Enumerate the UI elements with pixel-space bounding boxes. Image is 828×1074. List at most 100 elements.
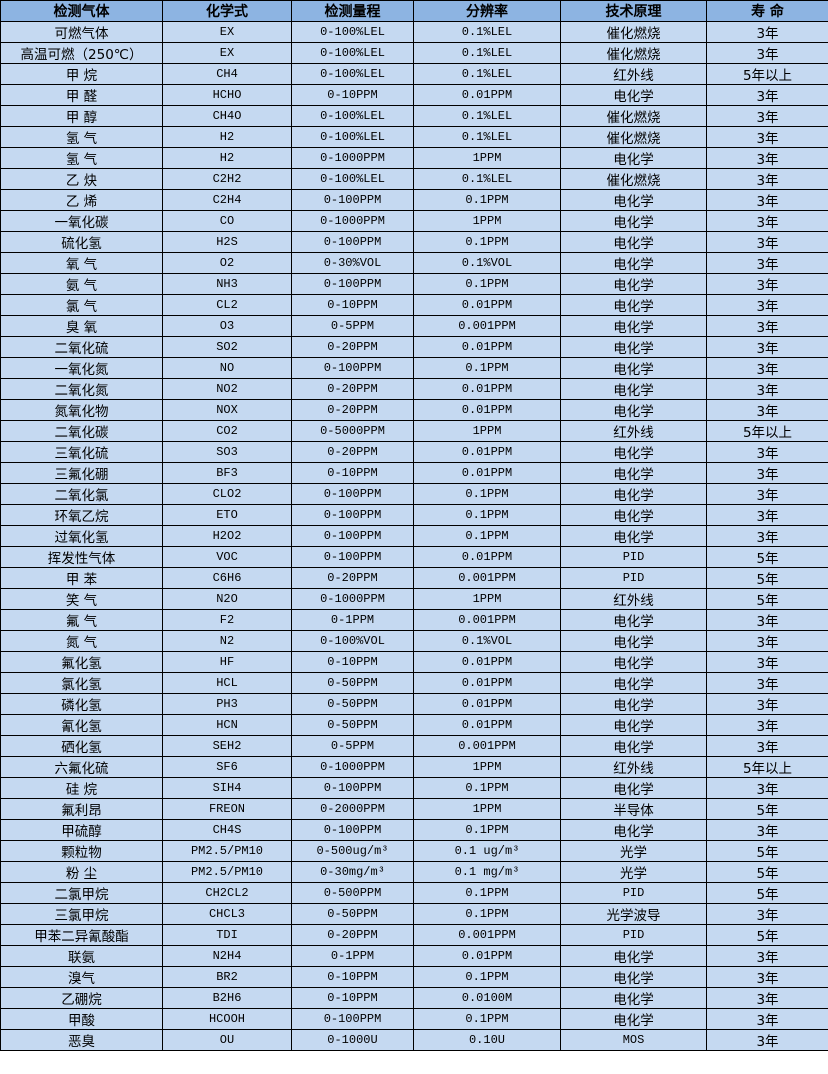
- cell-resolution: 0.1PPM: [413, 189, 561, 211]
- cell-technology: 电化学: [560, 693, 707, 715]
- table-row: 溴气 BR2 0-10PPM 0.1PPM 电化学 3年: [0, 966, 828, 988]
- header-gas-name: 检测气体: [0, 0, 163, 22]
- cell-lifespan: 3年: [706, 441, 828, 463]
- cell-chemical-formula: BF3: [162, 462, 292, 484]
- cell-lifespan: 3年: [706, 630, 828, 652]
- cell-resolution: 0.01PPM: [413, 945, 561, 967]
- cell-lifespan: 3年: [706, 357, 828, 379]
- cell-detection-range: 0-1PPM: [291, 945, 414, 967]
- cell-technology: 电化学: [560, 315, 707, 337]
- table-row: 磷化氢 PH3 0-50PPM 0.01PPM 电化学 3年: [0, 693, 828, 715]
- cell-detection-range: 0-100PPM: [291, 546, 414, 568]
- cell-detection-range: 0-50PPM: [291, 672, 414, 694]
- cell-resolution: 1PPM: [413, 756, 561, 778]
- header-lifespan: 寿 命: [706, 0, 828, 22]
- cell-technology: 催化燃烧: [560, 21, 707, 43]
- cell-resolution: 0.0100M: [413, 987, 561, 1009]
- cell-detection-range: 0-30mg/m³: [291, 861, 414, 883]
- table-row: 氯化氢 HCL 0-50PPM 0.01PPM 电化学 3年: [0, 672, 828, 694]
- cell-technology: 催化燃烧: [560, 42, 707, 64]
- cell-chemical-formula: SIH4: [162, 777, 292, 799]
- cell-lifespan: 3年: [706, 126, 828, 148]
- cell-gas-name: 二氧化硫: [0, 336, 163, 358]
- cell-lifespan: 5年: [706, 798, 828, 820]
- table-row: 甲硫醇 CH4S 0-100PPM 0.1PPM 电化学 3年: [0, 819, 828, 841]
- cell-detection-range: 0-20PPM: [291, 399, 414, 421]
- cell-detection-range: 0-500ug/m³: [291, 840, 414, 862]
- cell-technology: 红外线: [560, 588, 707, 610]
- cell-gas-name: 磷化氢: [0, 693, 163, 715]
- table-row: 一氧化碳 CO 0-1000PPM 1PPM 电化学 3年: [0, 210, 828, 232]
- cell-detection-range: 0-1000PPM: [291, 588, 414, 610]
- cell-chemical-formula: OU: [162, 1029, 292, 1051]
- cell-technology: 红外线: [560, 756, 707, 778]
- cell-gas-name: 溴气: [0, 966, 163, 988]
- cell-gas-name: 三氯甲烷: [0, 903, 163, 925]
- cell-gas-name: 二氯甲烷: [0, 882, 163, 904]
- cell-technology: 电化学: [560, 399, 707, 421]
- cell-chemical-formula: HCHO: [162, 84, 292, 106]
- table-row: 氮 气 N2 0-100%VOL 0.1%VOL 电化学 3年: [0, 630, 828, 652]
- cell-technology: 催化燃烧: [560, 105, 707, 127]
- cell-technology: 光学波导: [560, 903, 707, 925]
- cell-resolution: 1PPM: [413, 588, 561, 610]
- table-row: 粉 尘 PM2.5/PM10 0-30mg/m³ 0.1 mg/m³ 光学 5年: [0, 861, 828, 883]
- table-row: 挥发性气体 VOC 0-100PPM 0.01PPM PID 5年: [0, 546, 828, 568]
- cell-detection-range: 0-2000PPM: [291, 798, 414, 820]
- cell-gas-name: 氢 气: [0, 126, 163, 148]
- cell-technology: 电化学: [560, 462, 707, 484]
- table-row: 氨 气 NH3 0-100PPM 0.1PPM 电化学 3年: [0, 273, 828, 295]
- cell-lifespan: 3年: [706, 903, 828, 925]
- cell-gas-name: 二氧化碳: [0, 420, 163, 442]
- cell-chemical-formula: F2: [162, 609, 292, 631]
- table-row: 二氧化氯 CLO2 0-100PPM 0.1PPM 电化学 3年: [0, 483, 828, 505]
- cell-gas-name: 笑 气: [0, 588, 163, 610]
- cell-technology: PID: [560, 546, 707, 568]
- cell-technology: 电化学: [560, 609, 707, 631]
- table-row: 环氧乙烷 ETO 0-100PPM 0.1PPM 电化学 3年: [0, 504, 828, 526]
- cell-detection-range: 0-1000U: [291, 1029, 414, 1051]
- table-row: 一氧化氮 NO 0-100PPM 0.1PPM 电化学 3年: [0, 357, 828, 379]
- cell-chemical-formula: H2S: [162, 231, 292, 253]
- table-row: 氧 气 O2 0-30%VOL 0.1%VOL 电化学 3年: [0, 252, 828, 274]
- cell-chemical-formula: HCL: [162, 672, 292, 694]
- table-row: 三氟化硼 BF3 0-10PPM 0.01PPM 电化学 3年: [0, 462, 828, 484]
- cell-detection-range: 0-100PPM: [291, 231, 414, 253]
- cell-technology: 催化燃烧: [560, 126, 707, 148]
- cell-resolution: 0.1%LEL: [413, 105, 561, 127]
- table-row: 恶臭 OU 0-1000U 0.10U MOS 3年: [0, 1029, 828, 1051]
- cell-gas-name: 三氧化硫: [0, 441, 163, 463]
- cell-lifespan: 3年: [706, 945, 828, 967]
- cell-lifespan: 5年: [706, 546, 828, 568]
- cell-technology: 电化学: [560, 336, 707, 358]
- cell-detection-range: 0-50PPM: [291, 693, 414, 715]
- table-row: 氢 气 H2 0-100%LEL 0.1%LEL 催化燃烧 3年: [0, 126, 828, 148]
- cell-technology: 电化学: [560, 1008, 707, 1030]
- cell-gas-name: 二氧化氯: [0, 483, 163, 505]
- cell-resolution: 0.1PPM: [413, 903, 561, 925]
- cell-lifespan: 3年: [706, 294, 828, 316]
- table-row: 硫化氢 H2S 0-100PPM 0.1PPM 电化学 3年: [0, 231, 828, 253]
- cell-chemical-formula: NOX: [162, 399, 292, 421]
- cell-gas-name: 臭 氧: [0, 315, 163, 337]
- cell-detection-range: 0-20PPM: [291, 441, 414, 463]
- cell-technology: 电化学: [560, 630, 707, 652]
- cell-detection-range: 0-10PPM: [291, 987, 414, 1009]
- table-row: 乙硼烷 B2H6 0-10PPM 0.0100M 电化学 3年: [0, 987, 828, 1009]
- cell-lifespan: 3年: [706, 777, 828, 799]
- cell-lifespan: 3年: [706, 378, 828, 400]
- cell-resolution: 0.1PPM: [413, 357, 561, 379]
- table-row: 硒化氢 SEH2 0-5PPM 0.001PPM 电化学 3年: [0, 735, 828, 757]
- cell-chemical-formula: PM2.5/PM10: [162, 861, 292, 883]
- cell-lifespan: 3年: [706, 189, 828, 211]
- cell-detection-range: 0-100PPM: [291, 483, 414, 505]
- cell-detection-range: 0-10PPM: [291, 966, 414, 988]
- cell-chemical-formula: CL2: [162, 294, 292, 316]
- table-row: 六氟化硫 SF6 0-1000PPM 1PPM 红外线 5年以上: [0, 756, 828, 778]
- cell-detection-range: 0-50PPM: [291, 714, 414, 736]
- cell-chemical-formula: B2H6: [162, 987, 292, 1009]
- cell-lifespan: 3年: [706, 42, 828, 64]
- cell-gas-name: 乙 炔: [0, 168, 163, 190]
- cell-gas-name: 氮 气: [0, 630, 163, 652]
- cell-detection-range: 0-100%VOL: [291, 630, 414, 652]
